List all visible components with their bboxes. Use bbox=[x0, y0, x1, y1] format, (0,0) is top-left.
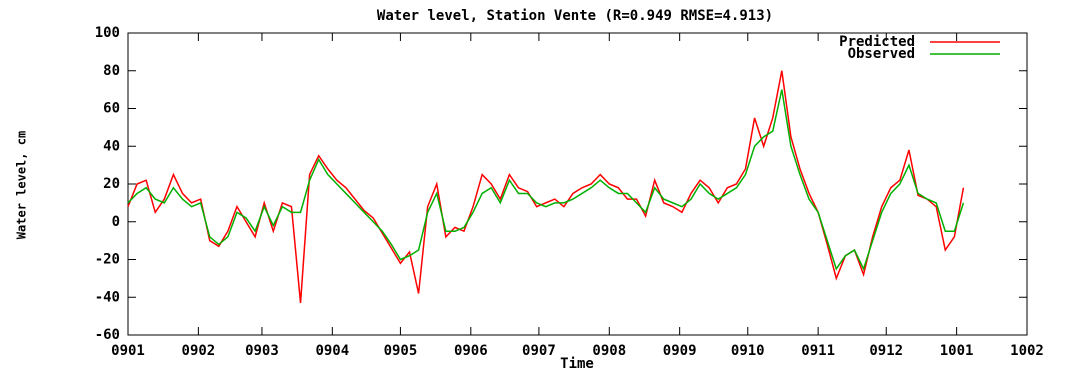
y-tick-label: -40 bbox=[95, 289, 120, 305]
y-tick-label: -20 bbox=[95, 252, 120, 268]
x-tick-label: 0906 bbox=[454, 343, 488, 359]
data-line bbox=[127, 89, 965, 271]
x-tick-label: 0905 bbox=[384, 343, 418, 359]
y-tick-label: -60 bbox=[95, 327, 120, 343]
x-tick-label: 1002 bbox=[1010, 343, 1044, 359]
y-tick-label: 80 bbox=[103, 63, 120, 79]
x-tick-label: 0912 bbox=[869, 343, 903, 359]
x-tick-label: 0910 bbox=[731, 343, 765, 359]
legend-label: Observed bbox=[848, 46, 915, 62]
x-tick-label: 0904 bbox=[315, 343, 349, 359]
data-line bbox=[127, 70, 965, 303]
x-tick-label: 0902 bbox=[182, 343, 216, 359]
x-tick-label: 0907 bbox=[522, 343, 556, 359]
legend-label: Predicted bbox=[839, 34, 915, 50]
plot-frame bbox=[127, 32, 1028, 336]
x-tick-label: 0901 bbox=[111, 343, 145, 359]
x-axis-label: Time bbox=[560, 356, 594, 371]
x-tick-label: 0909 bbox=[663, 343, 697, 359]
y-axis-label: Water level, cm bbox=[15, 131, 29, 239]
y-tick-label: 0 bbox=[112, 214, 120, 230]
y-tick-label: 100 bbox=[95, 25, 120, 41]
x-tick-label: 0908 bbox=[592, 343, 626, 359]
x-tick-label: 0911 bbox=[801, 343, 835, 359]
y-tick-label: 20 bbox=[103, 176, 120, 192]
chart-title: Water level, Station Vente (R=0.949 RMSE… bbox=[377, 8, 773, 24]
x-tick-label: 0903 bbox=[245, 343, 279, 359]
x-tick-label: 1001 bbox=[940, 343, 974, 359]
y-tick-label: 60 bbox=[103, 101, 120, 117]
y-tick-label: 40 bbox=[103, 138, 120, 154]
